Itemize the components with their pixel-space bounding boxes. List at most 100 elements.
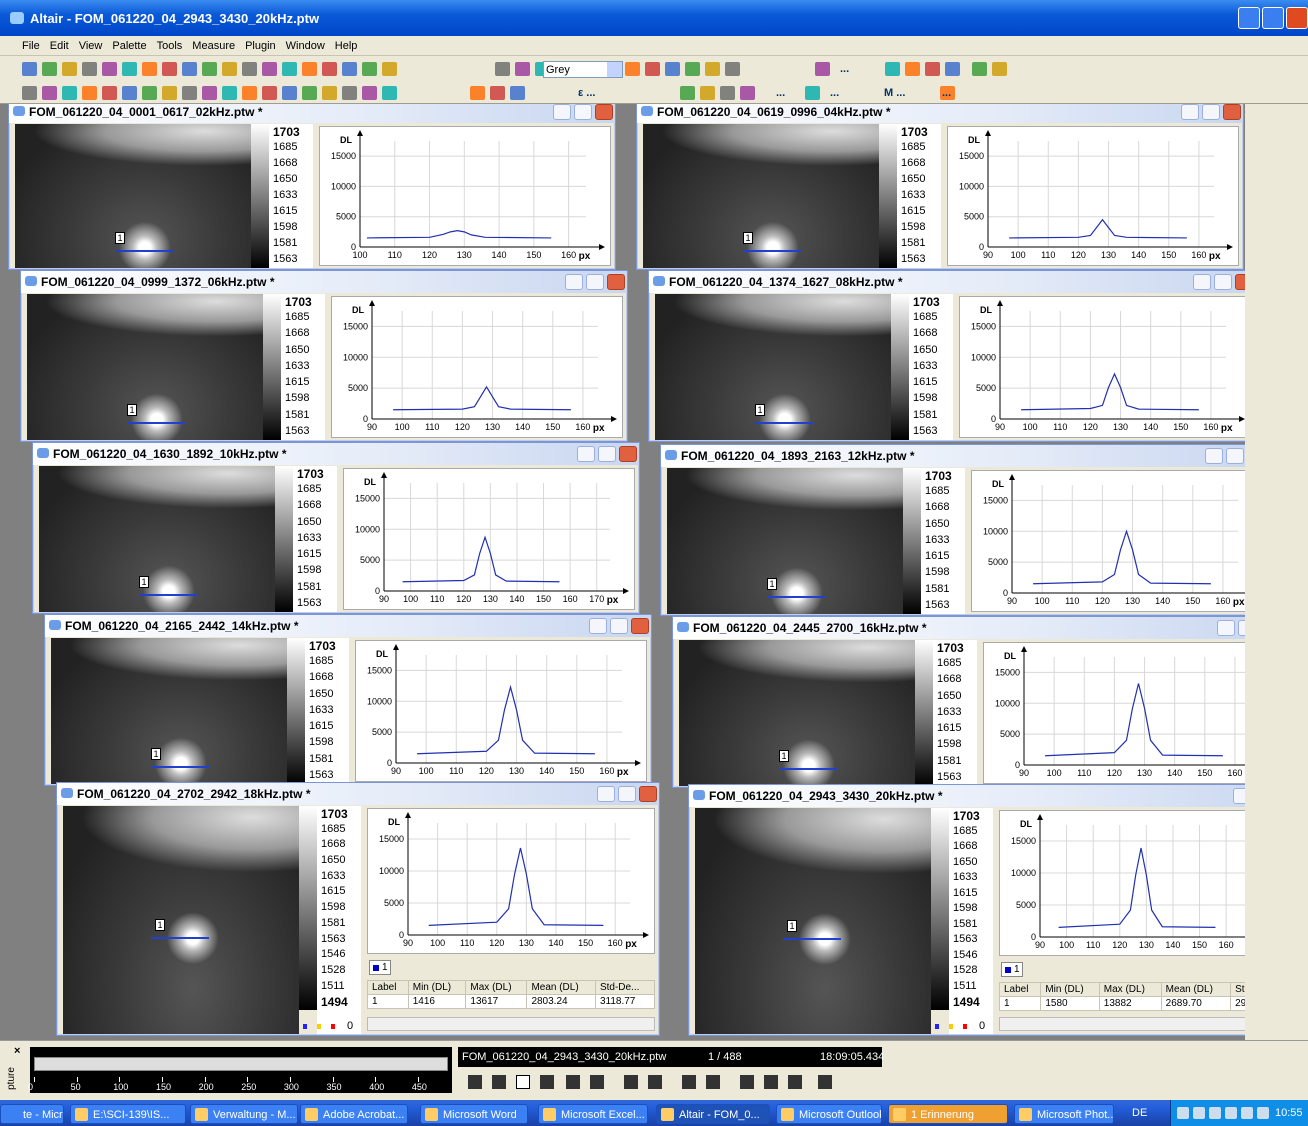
close-button[interactable]	[607, 274, 625, 290]
toolbar-button[interactable]	[972, 62, 987, 76]
close-button[interactable]	[1286, 7, 1308, 29]
player-button[interactable]	[590, 1075, 604, 1089]
menu-item[interactable]: Tools	[157, 40, 183, 52]
player-button[interactable]	[540, 1075, 554, 1089]
close-button[interactable]	[1223, 104, 1241, 120]
player-button[interactable]	[648, 1075, 662, 1089]
player-button[interactable]	[788, 1075, 802, 1089]
maximize-button[interactable]	[1202, 104, 1220, 120]
player-button[interactable]	[740, 1075, 754, 1089]
toolbar-button[interactable]	[925, 62, 940, 76]
toolbar-button[interactable]	[22, 86, 37, 100]
toolbar-button[interactable]	[495, 62, 510, 76]
maximize-button[interactable]	[586, 274, 604, 290]
toolbar-button[interactable]	[342, 62, 357, 76]
minimize-button[interactable]	[1205, 448, 1223, 464]
toolbar-button[interactable]	[322, 86, 337, 100]
taskbar-item[interactable]: Microsoft Outlook	[776, 1104, 882, 1124]
toolbar-button[interactable]	[102, 86, 117, 100]
minimize-button[interactable]	[1238, 7, 1260, 29]
scrollbar[interactable]	[367, 1017, 655, 1031]
player-button[interactable]	[818, 1075, 832, 1089]
minimize-button[interactable]	[565, 274, 583, 290]
toolbar-button[interactable]	[282, 86, 297, 100]
taskbar-item[interactable]: Microsoft Phot...	[1014, 1104, 1114, 1124]
toolbar-button[interactable]	[382, 62, 397, 76]
toolbar-button[interactable]	[720, 86, 735, 100]
toolbar-button[interactable]	[202, 86, 217, 100]
player-button[interactable]	[516, 1075, 530, 1089]
toolbar-button[interactable]	[515, 62, 530, 76]
taskbar-item[interactable]: Microsoft Excel...	[538, 1104, 648, 1124]
maximize-button[interactable]	[598, 446, 616, 462]
toolbar-button[interactable]	[102, 62, 117, 76]
tray-icon[interactable]	[1209, 1107, 1221, 1119]
minimize-button[interactable]	[589, 618, 607, 634]
toolbar-button[interactable]	[905, 62, 920, 76]
minimize-button[interactable]	[1193, 274, 1211, 290]
player-button[interactable]	[624, 1075, 638, 1089]
toolbar-button[interactable]	[82, 86, 97, 100]
close-button[interactable]	[639, 786, 657, 802]
taskbar-item[interactable]: 1 Erinnerung	[888, 1104, 1008, 1124]
toolbar-button[interactable]	[680, 86, 695, 100]
toolbar-button[interactable]	[700, 86, 715, 100]
toolbar-button[interactable]	[362, 86, 377, 100]
toolbar-button[interactable]	[222, 86, 237, 100]
close-button[interactable]	[631, 618, 649, 634]
toolbar-button[interactable]	[282, 62, 297, 76]
maximize-button[interactable]	[1226, 448, 1244, 464]
toolbar-button[interactable]	[242, 62, 257, 76]
toolbar-button[interactable]	[162, 86, 177, 100]
maximize-button[interactable]	[618, 786, 636, 802]
toolbar-button[interactable]	[62, 86, 77, 100]
toolbar-button[interactable]	[805, 86, 820, 100]
toolbar-button[interactable]	[625, 62, 640, 76]
toolbar-button[interactable]	[302, 86, 317, 100]
taskbar-item[interactable]: Microsoft Word	[420, 1104, 528, 1124]
toolbar-button[interactable]	[945, 62, 960, 76]
toolbar-button[interactable]	[142, 62, 157, 76]
player-button[interactable]	[468, 1075, 482, 1089]
toolbar-button[interactable]	[162, 62, 177, 76]
tray-icon[interactable]	[1177, 1107, 1189, 1119]
toolbar-button[interactable]	[705, 62, 720, 76]
tray-icon[interactable]	[1241, 1107, 1253, 1119]
close-button[interactable]	[595, 104, 613, 120]
toolbar-button[interactable]	[122, 62, 137, 76]
taskbar-item[interactable]: Altair - FOM_0...	[656, 1104, 770, 1124]
toolbar-button[interactable]	[342, 86, 357, 100]
close-button[interactable]	[1235, 274, 1245, 290]
toolbar-button[interactable]	[685, 62, 700, 76]
toolbar-button[interactable]	[62, 62, 77, 76]
toolbar-button[interactable]	[182, 86, 197, 100]
toolbar-button[interactable]	[470, 86, 485, 100]
toolbar-button[interactable]	[82, 62, 97, 76]
toolbar-button[interactable]	[142, 86, 157, 100]
toolbar-button[interactable]	[725, 62, 740, 76]
menu-item[interactable]: Window	[286, 40, 325, 52]
tray-icon[interactable]	[1225, 1107, 1237, 1119]
taskbar-item[interactable]: Verwaltung - M...	[190, 1104, 298, 1124]
toolbar-button[interactable]	[740, 86, 755, 100]
scrollbar[interactable]	[999, 1017, 1245, 1031]
toolbar-button[interactable]	[182, 62, 197, 76]
toolbar-button[interactable]	[815, 62, 830, 76]
toolbar-button[interactable]	[322, 62, 337, 76]
player-button[interactable]	[706, 1075, 720, 1089]
menu-item[interactable]: Edit	[50, 40, 69, 52]
menu-item[interactable]: Measure	[192, 40, 235, 52]
toolbar-button[interactable]	[645, 62, 660, 76]
maximize-button[interactable]	[1214, 274, 1232, 290]
close-button[interactable]	[619, 446, 637, 462]
menu-item[interactable]: Plugin	[245, 40, 276, 52]
tray-icon[interactable]	[1193, 1107, 1205, 1119]
toolbar-button[interactable]	[382, 86, 397, 100]
taskbar-item[interactable]: te - Micr...	[0, 1104, 64, 1124]
minimize-button[interactable]	[1217, 620, 1235, 636]
toolbar-button[interactable]	[222, 62, 237, 76]
taskbar-item[interactable]: E:\SCI-139\IS...	[70, 1104, 186, 1124]
timeline-track[interactable]	[34, 1057, 448, 1071]
toolbar-button[interactable]	[242, 86, 257, 100]
toolbar-button[interactable]	[885, 62, 900, 76]
